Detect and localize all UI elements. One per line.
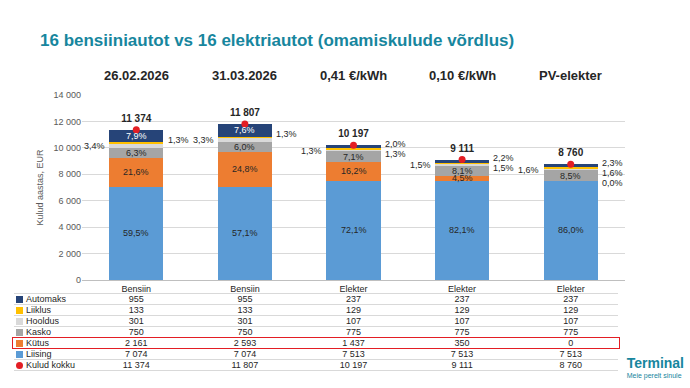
svg-text:1,3%: 1,3% [168, 135, 189, 145]
svg-text:Elekter: Elekter [339, 284, 367, 294]
svg-text:86,0%: 86,0% [558, 225, 584, 235]
svg-text:1,3%: 1,3% [385, 149, 406, 159]
html-text:Meie perelt sinule: Meie perelt sinule [626, 372, 682, 379]
svg-text:72,1%: 72,1% [341, 225, 367, 235]
svg-text:59,5%: 59,5% [123, 228, 149, 238]
svg-text:0: 0 [76, 275, 81, 285]
svg-text:Kulud aastas, EUR: Kulud aastas, EUR [35, 149, 45, 226]
svg-text:1,3%: 1,3% [276, 129, 297, 139]
html-text:9 111: 9 111 [451, 360, 473, 370]
html-text:Automaks: Automaks [26, 294, 66, 304]
html-text:7 513: 7 513 [559, 349, 582, 359]
html-text:Hooldus: Hooldus [26, 316, 59, 326]
html-text:107: 107 [563, 316, 579, 326]
html-text:Liiklus: Liiklus [26, 305, 51, 315]
html-text:11 807: 11 807 [231, 360, 259, 370]
svg-text:16 bensiiniautot vs 16 elektri: 16 bensiiniautot vs 16 elektriautot (oma… [40, 31, 514, 50]
svg-text:2 000: 2 000 [58, 249, 81, 259]
html-text:750: 750 [128, 327, 144, 337]
svg-text:6 000: 6 000 [58, 196, 81, 206]
svg-text:2,0%: 2,0% [385, 139, 406, 149]
svg-text:11 807: 11 807 [230, 107, 260, 118]
svg-text:1,6%: 1,6% [518, 165, 539, 175]
svg-text:4,5%: 4,5% [452, 173, 473, 183]
html-text:237: 237 [563, 294, 579, 304]
html-text:7 513: 7 513 [342, 349, 365, 359]
html-text:301: 301 [237, 316, 253, 326]
html-text:107: 107 [346, 316, 361, 326]
svg-text:8 000: 8 000 [58, 169, 81, 179]
svg-text:26.02.2026: 26.02.2026 [104, 68, 169, 83]
svg-text:1,5%: 1,5% [493, 163, 514, 173]
svg-text:8,1%: 8,1% [452, 166, 473, 176]
svg-text:14 000: 14 000 [53, 90, 81, 100]
html-text:237: 237 [346, 294, 361, 304]
svg-text:2,2%: 2,2% [493, 153, 514, 163]
svg-text:1,3%: 1,3% [301, 146, 322, 156]
html-text:Liising: Liising [26, 349, 52, 359]
html-text:10 197: 10 197 [339, 360, 368, 370]
svg-text:2,3%: 2,3% [602, 158, 623, 168]
svg-text:1,5%: 1,5% [410, 160, 431, 170]
html-text:775: 775 [563, 327, 579, 337]
html-text:Kasko: Kasko [26, 327, 51, 337]
html-text:7 513: 7 513 [450, 349, 474, 359]
svg-text:31.03.2026: 31.03.2026 [212, 68, 277, 83]
html-text:129: 129 [346, 305, 361, 315]
html-text:Terminal: Terminal [626, 355, 684, 371]
svg-text:Elekter: Elekter [448, 284, 476, 294]
svg-text:21,6%: 21,6% [123, 167, 149, 177]
svg-text:24,8%: 24,8% [232, 164, 258, 174]
html-text:2 593: 2 593 [233, 338, 257, 348]
html-text:11 374: 11 374 [122, 360, 150, 370]
svg-text:0,0%: 0,0% [602, 178, 623, 188]
svg-text:7,1%: 7,1% [343, 152, 364, 162]
html-text:350: 350 [454, 338, 470, 348]
svg-text:8 760: 8 760 [558, 147, 583, 158]
html-text:8 760: 8 760 [559, 360, 582, 370]
svg-text:16,2%: 16,2% [341, 166, 367, 176]
svg-text:7,9%: 7,9% [126, 131, 147, 141]
html-text:7 074: 7 074 [233, 349, 257, 359]
svg-text:PV-elekter: PV-elekter [539, 68, 602, 83]
html-text:0: 0 [568, 338, 574, 348]
html-text:107: 107 [454, 316, 470, 326]
svg-text:10 000: 10 000 [53, 143, 81, 153]
svg-text:3,3%: 3,3% [193, 135, 214, 145]
html-text:1 437: 1 437 [342, 338, 365, 348]
svg-text:10 197: 10 197 [338, 128, 369, 139]
svg-text:9 111: 9 111 [450, 143, 474, 154]
html-text:133: 133 [237, 305, 253, 315]
html-text:2 161: 2 161 [125, 338, 148, 348]
svg-text:12 000: 12 000 [53, 117, 81, 127]
html-text:955: 955 [128, 294, 144, 304]
html-text:133: 133 [128, 305, 144, 315]
svg-text:Elekter: Elekter [557, 284, 585, 294]
svg-text:6,0%: 6,0% [234, 142, 255, 152]
html-text:775: 775 [454, 327, 470, 337]
svg-text:8,5%: 8,5% [560, 171, 581, 181]
svg-text:6,3%: 6,3% [126, 148, 147, 158]
html-text:301: 301 [128, 316, 144, 326]
svg-text:1,6%: 1,6% [602, 168, 623, 178]
html-text:129: 129 [454, 305, 470, 315]
html-text:129: 129 [563, 305, 579, 315]
html-text:Kulud kokku: Kulud kokku [26, 360, 75, 370]
svg-text:3,4%: 3,4% [84, 141, 105, 151]
svg-text:57,1%: 57,1% [232, 228, 258, 238]
svg-text:4 000: 4 000 [58, 222, 81, 232]
html-text:237: 237 [454, 294, 470, 304]
html-text:7 074: 7 074 [125, 349, 148, 359]
svg-text:7,6%: 7,6% [234, 125, 255, 135]
html-text:775: 775 [346, 327, 361, 337]
svg-text:Bensiin: Bensiin [230, 284, 260, 294]
svg-text:82,1%: 82,1% [449, 225, 475, 235]
html-text:955: 955 [237, 294, 253, 304]
svg-text:11 374: 11 374 [121, 113, 151, 124]
html-text:Kütus: Kütus [26, 338, 49, 348]
svg-text:0,41 €/kWh: 0,41 €/kWh [320, 68, 387, 83]
svg-text:Bensiin: Bensiin [122, 284, 152, 294]
svg-text:0,10 €/kWh: 0,10 €/kWh [429, 68, 496, 83]
html-text:750: 750 [237, 327, 253, 337]
